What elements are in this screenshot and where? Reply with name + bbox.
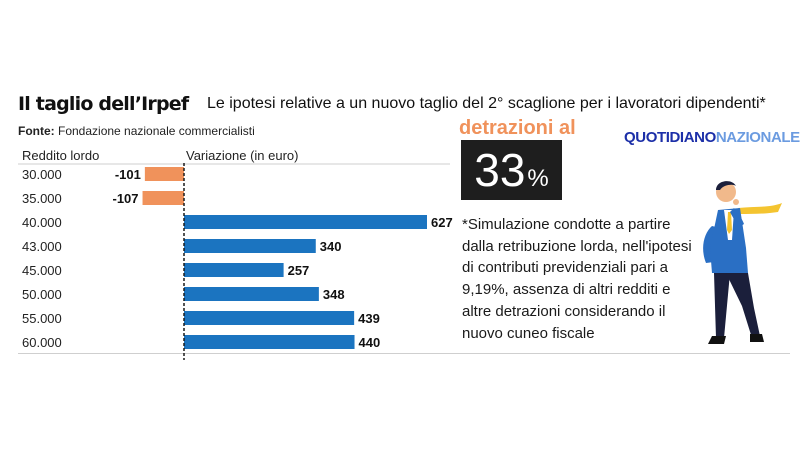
y-tick-label: 50.000: [22, 287, 62, 302]
y-tick-label: 30.000: [22, 167, 62, 182]
data-label: 257: [288, 263, 310, 278]
bar: [184, 311, 355, 325]
data-label: 348: [323, 287, 345, 302]
detrazioni-unit: %: [527, 165, 549, 192]
y-tick-label: 43.000: [22, 239, 62, 254]
x-axis-label: Variazione (in euro): [186, 148, 298, 163]
bar: [184, 263, 284, 277]
data-label: 440: [359, 335, 381, 350]
y-tick-label: 55.000: [22, 311, 62, 326]
bar: [184, 335, 355, 349]
data-label: 439: [358, 311, 380, 326]
chart-subtitle: Le ipotesi relative a un nuovo taglio de…: [207, 95, 766, 112]
brand-part2: NAZIONALE: [715, 129, 800, 146]
bottom-divider: [18, 353, 790, 354]
y-tick-label: 40.000: [22, 215, 62, 230]
detrazioni-label: detrazioni al: [459, 117, 576, 139]
bar: [184, 215, 427, 229]
data-label: -107: [112, 191, 138, 206]
y-tick-label: 35.000: [22, 191, 62, 206]
businessman-illustration: [703, 181, 782, 344]
brand-part1: QUOTIDIANO: [624, 129, 716, 146]
y-tick-label: 60.000: [22, 335, 62, 350]
source-line: Fonte: Fondazione nazionale commercialis…: [18, 124, 255, 138]
bar: [184, 239, 316, 253]
detrazioni-box: 33%: [461, 140, 562, 200]
bar: [184, 287, 319, 301]
bar: [144, 167, 184, 181]
y-axis-label: Reddito lordo: [22, 148, 99, 163]
data-label: 340: [320, 239, 342, 254]
y-tick-label: 45.000: [22, 263, 62, 278]
data-label: 627: [431, 215, 453, 230]
brand-logo: QUOTIDIANONAZIONALE: [624, 129, 800, 146]
bar: [142, 191, 184, 205]
detrazioni-value: 33: [474, 144, 526, 196]
source-label: Fonte:: [18, 124, 55, 138]
footnote: *Simulazione condotte a partire dalla re…: [462, 216, 692, 342]
chart-title: Il taglio dell’Irpef: [18, 93, 189, 115]
source-value: Fondazione nazionale commercialisti: [58, 124, 255, 138]
data-label: -101: [115, 167, 141, 182]
